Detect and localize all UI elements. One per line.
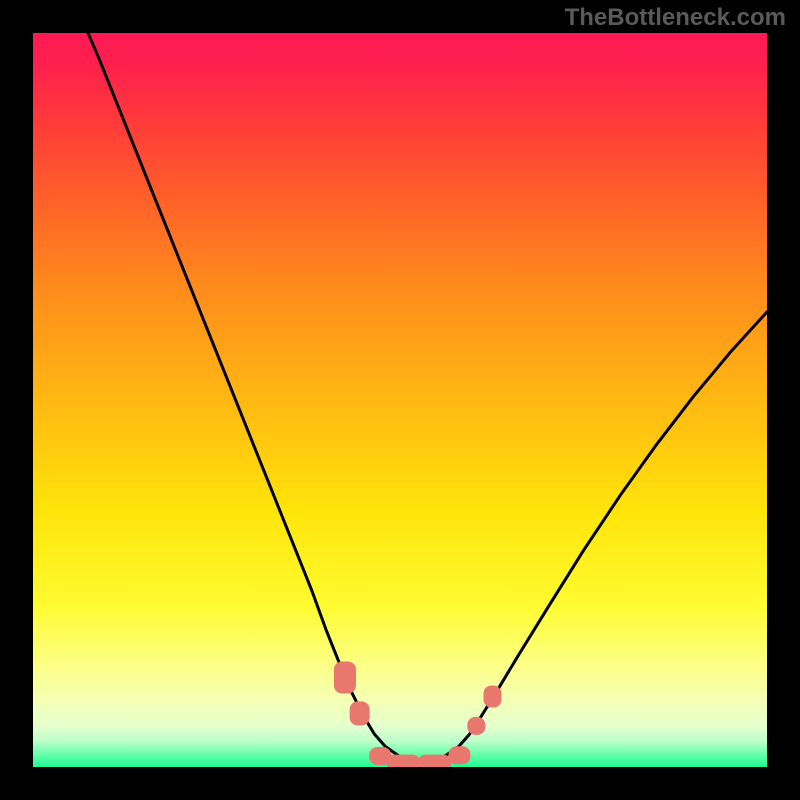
watermark-text: TheBottleneck.com [565,4,786,32]
gradient-background [33,33,767,767]
plot-area [33,33,767,767]
chart-canvas: TheBottleneck.com [0,0,800,800]
